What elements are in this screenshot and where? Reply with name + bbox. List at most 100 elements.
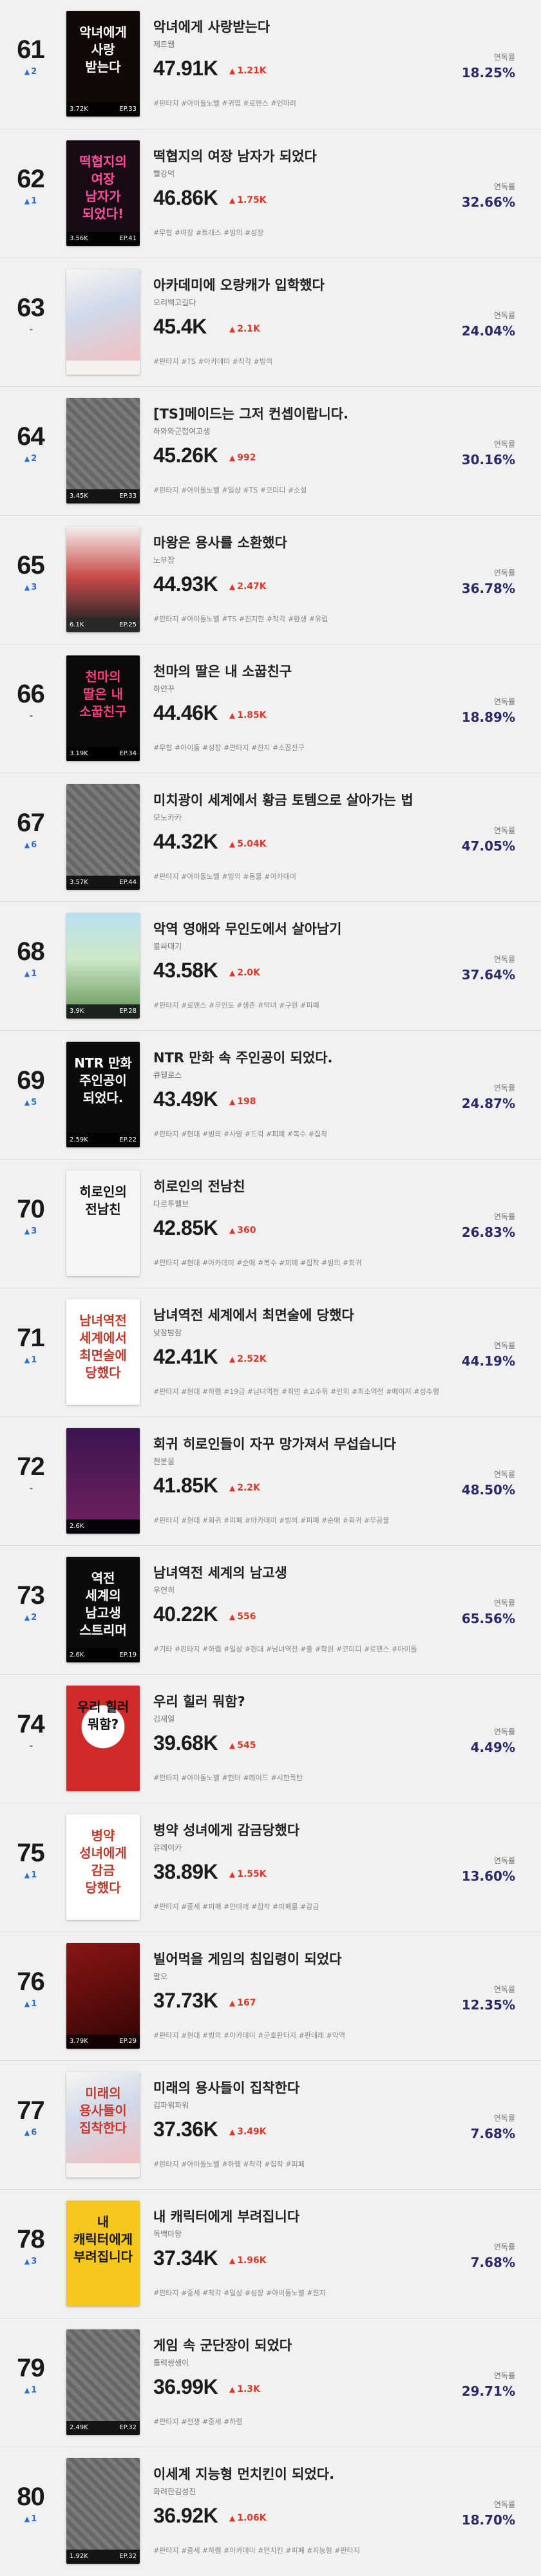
author-name[interactable]: 모노카카	[153, 812, 182, 823]
author-name[interactable]: 김파워파워	[153, 2100, 189, 2111]
cover-thumbnail[interactable]: 우리 힐러 뭐함?	[66, 1686, 140, 1791]
ranking-row[interactable]: 65 ▲ 3 6.1K EP.25 마왕은 용사를 소환했다 노부장 44.93K ▲ 2.47K…	[0, 515, 541, 644]
cover-thumbnail[interactable]: 1.92K EP.32	[66, 2458, 140, 2564]
author-name[interactable]: 우연히	[153, 1584, 175, 1595]
novel-title[interactable]: 아카데미에 오랑캐가 입학했다	[153, 275, 457, 294]
cover-thumbnail[interactable]: 3.79K EP.29	[66, 1943, 140, 2049]
novel-title[interactable]: [TS]메이드는 그저 컨셉이랍니다.	[153, 404, 457, 423]
cover-thumbnail[interactable]: 역전 세계의 남고생 스트리머 2.6K EP.19	[66, 1557, 140, 1662]
cover-thumbnail[interactable]: 3.9K EP.28	[66, 913, 140, 1019]
author-name[interactable]: 천분물	[153, 1456, 175, 1467]
increase-arrow-icon: ▲	[229, 840, 235, 849]
author-name[interactable]: 김새얼	[153, 1713, 175, 1724]
novel-title[interactable]: 병약 성녀에게 감금당했다	[153, 1820, 457, 1839]
genre-tags: #판타지 #중세 #하렘 #아카데미 #먼치킨 #피폐 #지능형 #판타지	[153, 2545, 502, 2555]
novel-title[interactable]: 우리 힐러 뭐함?	[153, 1691, 457, 1711]
ranking-row[interactable]: 72 - 2.6K 회귀 히로인들이 자꾸 망가져서 무섭습니다 천분물 41.85K ▲ 2…	[0, 1416, 541, 1545]
novel-title[interactable]: 게임 속 군단장이 되었다	[153, 2335, 457, 2355]
ranking-row[interactable]: 78 ▲ 3 내 캐릭터에게 부려집니다 내 캐릭터에게 부려집니다 독백마왕 37.34K…	[0, 2189, 541, 2318]
cover-thumbnail[interactable]: 떡협지의 여장 남자가 되었다! 3.56K EP.41	[66, 140, 140, 246]
novel-title[interactable]: NTR 만화 속 주인공이 되었다.	[153, 1048, 457, 1067]
author-name[interactable]: 노부장	[153, 554, 175, 565]
rank-change-value: 6	[31, 840, 37, 850]
author-name[interactable]: 팔오	[153, 1971, 167, 1982]
author-name[interactable]: 독백마왕	[153, 2228, 182, 2239]
ranking-row[interactable]: 63 - 아카데미에 오랑캐가 입학했다 오리백고길다 45.4K ▲ 2.1K #판타지 #…	[0, 258, 541, 386]
cover-views: 2.6K	[70, 1519, 84, 1534]
novel-title[interactable]: 남녀역전 세계의 남고생	[153, 1563, 457, 1582]
novel-title[interactable]: 미래의 용사들이 집착한다	[153, 2078, 457, 2097]
rank-change: ▲ 6	[0, 2128, 61, 2138]
author-name[interactable]: 하얀꾸	[153, 683, 175, 694]
author-name[interactable]: 제트웹	[153, 39, 175, 50]
cover-thumbnail[interactable]: 미래의 용사들이 집착한다	[66, 2072, 140, 2177]
ranking-row[interactable]: 69 ▲ 5 NTR 만화 주인공이 되었다. 2.59K EP.22 NTR 만화 속 주…	[0, 1030, 541, 1159]
ranking-row[interactable]: 75 ▲ 1 병약 성녀에게 감금 당했다 병약 성녀에게 감금당했다 유레이카 38.89…	[0, 1803, 541, 1932]
increase-arrow-icon: ▲	[229, 2385, 235, 2394]
author-name[interactable]: 오리백고길다	[153, 297, 196, 308]
ranking-row[interactable]: 62 ▲ 1 떡협지의 여장 남자가 되었다! 3.56K EP.41 떡협지의 여장 남자…	[0, 129, 541, 258]
total-views: 37.73K	[153, 1989, 218, 2013]
author-name[interactable]: 빨강먹	[153, 168, 175, 179]
novel-title[interactable]: 남녀역전 세계에서 최면술에 당했다	[153, 1305, 457, 1324]
ranking-row[interactable]: 64 ▲ 2 3.45K EP.33 [TS]메이드는 그저 컨셉이랍니다. 하와와군첩여고…	[0, 386, 541, 515]
novel-title[interactable]: 미치광이 세계에서 황금 토템으로 살아가는 법	[153, 790, 457, 809]
ranking-row[interactable]: 77 ▲ 6 미래의 용사들이 집착한다 미래의 용사들이 집착한다 김파워파워 37.36…	[0, 2060, 541, 2189]
author-name[interactable]: 유레이카	[153, 1842, 182, 1853]
novel-title[interactable]: 악역 영애와 무인도에서 살아남기	[153, 919, 457, 938]
ranking-row[interactable]: 68 ▲ 1 3.9K EP.28 악역 영애와 무인도에서 살아남기 불싸대기 43.58K…	[0, 901, 541, 1030]
cover-thumbnail[interactable]: 6.1K EP.25	[66, 527, 140, 632]
novel-title[interactable]: 히로인의 전남친	[153, 1176, 457, 1196]
read-rate-value: 18.70%	[462, 2512, 515, 2528]
novel-title[interactable]: 회귀 히로인들이 자꾸 망가져서 무섭습니다	[153, 1434, 457, 1453]
author-name[interactable]: 틀력쌍생이	[153, 2357, 189, 2368]
novel-title[interactable]: 천마의 딸은 내 소꿉친구	[153, 661, 457, 681]
ranking-row[interactable]: 80 ▲ 1 1.92K EP.32 이세계 지능형 먼치킨이 되었다. 화려한김성진 36.…	[0, 2447, 541, 2575]
cover-thumbnail[interactable]: 남녀역전 세계에서 최면술에 당했다	[66, 1299, 140, 1405]
cover-episode: EP.34	[119, 747, 137, 761]
ranking-row[interactable]: 76 ▲ 1 3.79K EP.29 빌어먹을 게임의 침입령이 되었다 팔오 37.73K ▲…	[0, 1932, 541, 2060]
cover-thumbnail[interactable]	[66, 269, 140, 375]
author-name[interactable]: 큐웰로스	[153, 1069, 182, 1080]
rank-number: 74	[0, 1710, 61, 1739]
rank-change: -	[0, 1484, 61, 1494]
cover-thumbnail[interactable]: NTR 만화 주인공이 되었다. 2.59K EP.22	[66, 1042, 140, 1147]
read-rate-value: 26.83%	[462, 1225, 515, 1240]
increase-arrow-icon: ▲	[229, 324, 235, 334]
novel-title[interactable]: 내 캐릭터에게 부려집니다	[153, 2206, 457, 2226]
cover-thumbnail[interactable]: 히로인의 전남친	[66, 1170, 140, 1276]
cover-thumbnail[interactable]: 3.45K EP.33	[66, 398, 140, 503]
novel-title[interactable]: 악녀에게 사랑받는다	[153, 17, 457, 36]
novel-title[interactable]: 마왕은 용사를 소환했다	[153, 532, 457, 552]
author-name[interactable]: 불싸대기	[153, 941, 182, 952]
cover-thumbnail[interactable]: 3.57K EP.44	[66, 784, 140, 890]
cover-thumbnail[interactable]: 악녀에게 사랑 받는다 3.72K EP.33	[66, 11, 140, 117]
novel-title[interactable]: 이세계 지능형 먼치킨이 되었다.	[153, 2464, 457, 2483]
read-rate-label: 연독률	[494, 1469, 515, 1480]
ranking-row[interactable]: 79 ▲ 1 2.49K EP.32 게임 속 군단장이 되었다 틀력쌍생이 36.99K ▲ 1…	[0, 2318, 541, 2447]
author-name[interactable]: 낮잠밤잠	[153, 1327, 182, 1338]
cover-thumbnail[interactable]: 내 캐릭터에게 부려집니다	[66, 2201, 140, 2306]
cover-thumbnail[interactable]: 2.6K	[66, 1428, 140, 1534]
ranking-row[interactable]: 74 - 우리 힐러 뭐함? 우리 힐러 뭐함? 김새얼 39.68K ▲ 545 #판타지 #…	[0, 1674, 541, 1803]
novel-title[interactable]: 빌어먹을 게임의 침입령이 되었다	[153, 1949, 457, 1968]
author-name[interactable]: 다르투펠브	[153, 1198, 189, 1209]
author-name[interactable]: 하와와군첩여고생	[153, 426, 210, 437]
ranking-row[interactable]: 73 ▲ 2 역전 세계의 남고생 스트리머 2.6K EP.19 남녀역전 세계의 남고생…	[0, 1545, 541, 1674]
author-name[interactable]: 화려한김성진	[153, 2486, 196, 2497]
rank-number: 67	[0, 809, 61, 838]
increase-arrow-icon: ▲	[229, 66, 235, 75]
rank-change-value: 2	[31, 1613, 37, 1622]
ranking-row[interactable]: 61 ▲ 2 악녀에게 사랑 받는다 3.72K EP.33 악녀에게 사랑받는다 제트웹 47…	[0, 0, 541, 129]
novel-title[interactable]: 떡협지의 여장 남자가 되었다	[153, 146, 457, 165]
ranking-row[interactable]: 71 ▲ 1 남녀역전 세계에서 최면술에 당했다 남녀역전 세계에서 최면술에 당했다…	[0, 1288, 541, 1416]
cover-thumbnail[interactable]: 2.49K EP.32	[66, 2329, 140, 2435]
rank-change-value: 1	[31, 2385, 37, 2395]
total-views: 45.4K	[153, 315, 207, 339]
increase-arrow-icon: ▲	[229, 1612, 235, 1621]
ranking-row[interactable]: 66- 천마의 딸은 내 소꿉친구 3.19K EP.34 천마의 딸은 내 소꿉친구 하…	[0, 644, 541, 773]
cover-thumbnail[interactable]: 천마의 딸은 내 소꿉친구 3.19K EP.34	[66, 655, 140, 761]
ranking-row[interactable]: 70 ▲ 3 히로인의 전남친 히로인의 전남친 다르투펠브 42.85K ▲ 360 #판타지 …	[0, 1159, 541, 1288]
cover-thumbnail[interactable]: 병약 성녀에게 감금 당했다	[66, 1814, 140, 1920]
